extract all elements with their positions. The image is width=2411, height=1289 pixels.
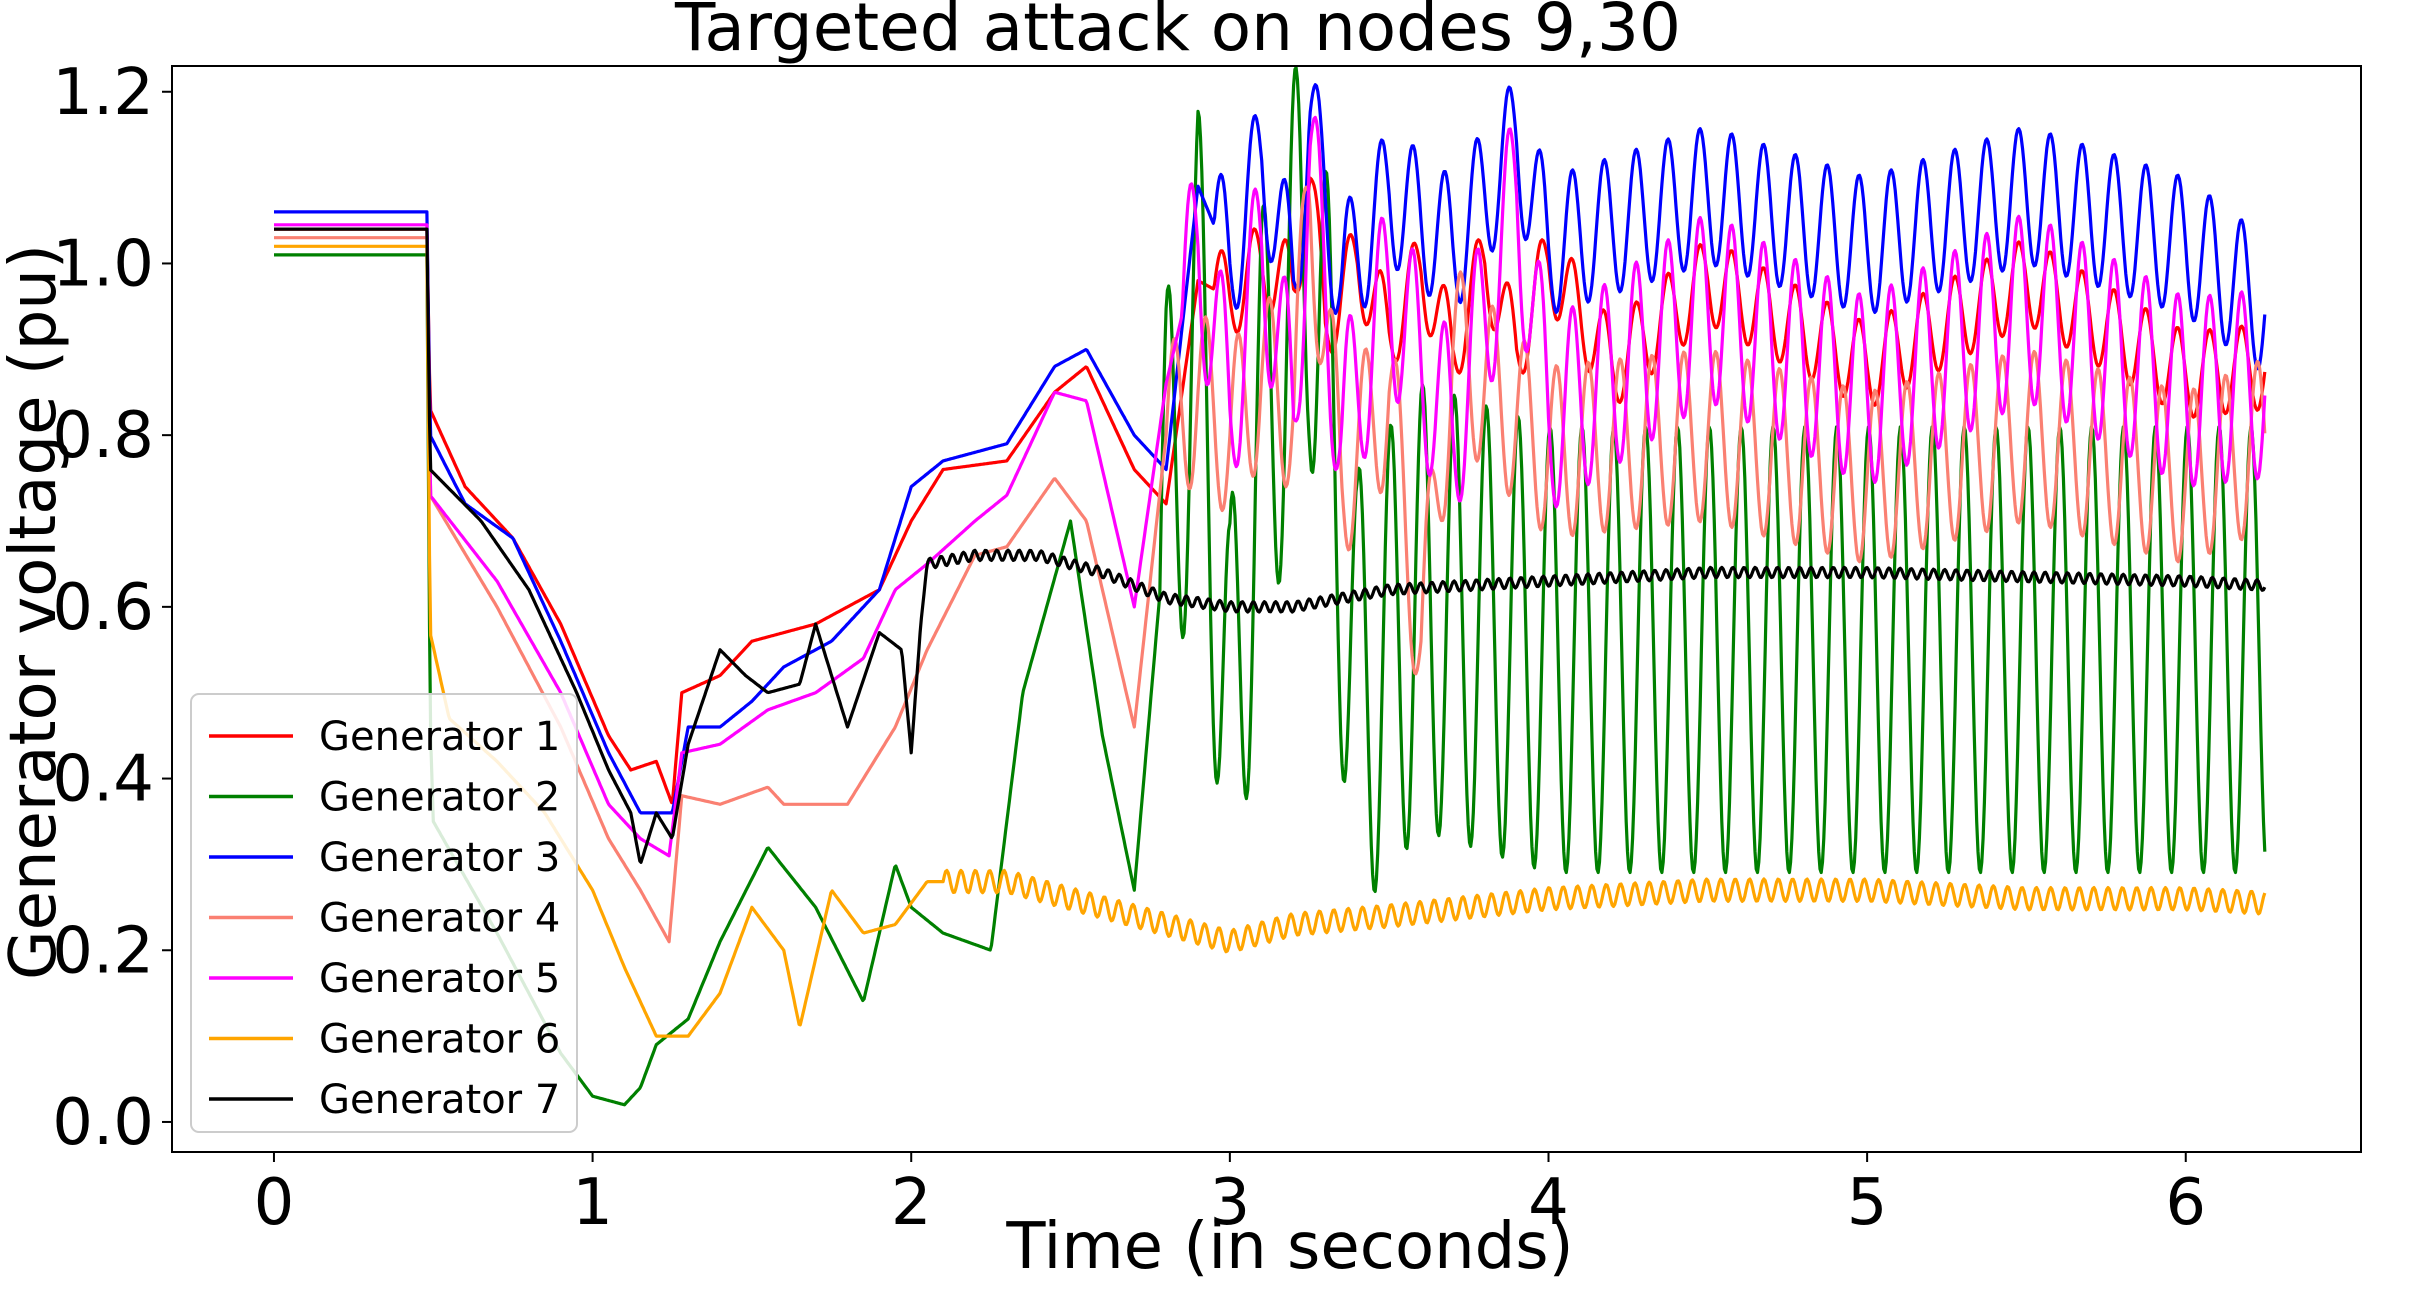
y-tick-label: 1.0 xyxy=(52,227,154,301)
x-tick-label: 3 xyxy=(1209,1166,1250,1240)
legend-label: Generator 3 xyxy=(319,835,560,881)
y-tick-label: 0.2 xyxy=(52,914,154,988)
x-tick-label: 6 xyxy=(2165,1166,2206,1240)
legend-label: Generator 1 xyxy=(319,714,560,760)
plot-area xyxy=(273,65,2267,1107)
legend-label: Generator 5 xyxy=(319,956,560,1002)
y-tick-label: 0.8 xyxy=(52,399,154,473)
y-tick-label: 0.6 xyxy=(52,571,154,645)
series-line-generator-6 xyxy=(273,244,2267,1038)
x-tick-label: 2 xyxy=(891,1166,932,1240)
legend-label: Generator 6 xyxy=(319,1017,560,1063)
x-axis-label: Time (in seconds) xyxy=(1005,1210,1573,1284)
legend-label: Generator 2 xyxy=(319,775,560,821)
x-axis-ticks: 0 1 2 3 4 5 6 xyxy=(254,1152,2206,1240)
x-tick-label: 0 xyxy=(254,1166,295,1240)
y-axis-ticks: 0.0 0.2 0.4 0.6 0.8 1.0 1.2 xyxy=(52,56,172,1160)
x-tick-label: 4 xyxy=(1528,1166,1569,1240)
legend: Generator 1 Generator 2 Generator 3 Generat… xyxy=(190,693,578,1133)
x-tick-label: 5 xyxy=(1847,1166,1888,1240)
series-line-generator-5 xyxy=(273,115,2267,858)
plot-frame xyxy=(171,65,2362,1153)
legend-label: Generator 7 xyxy=(319,1077,560,1123)
series-line-generator-7 xyxy=(273,227,2267,864)
y-axis-label: Generator voltage (pu) xyxy=(0,244,71,980)
legend-label: Generator 4 xyxy=(319,896,560,942)
y-tick-label: 1.2 xyxy=(52,56,154,130)
series-line-generator-3 xyxy=(273,83,2267,815)
y-tick-label: 0.4 xyxy=(52,743,154,817)
series-line-generator-4 xyxy=(273,185,2267,944)
x-tick-label: 1 xyxy=(572,1166,613,1240)
chart-title: Targeted attack on nodes 9,30 xyxy=(674,0,1681,66)
y-tick-label: 0.0 xyxy=(52,1086,154,1160)
legend-box xyxy=(190,693,578,1133)
